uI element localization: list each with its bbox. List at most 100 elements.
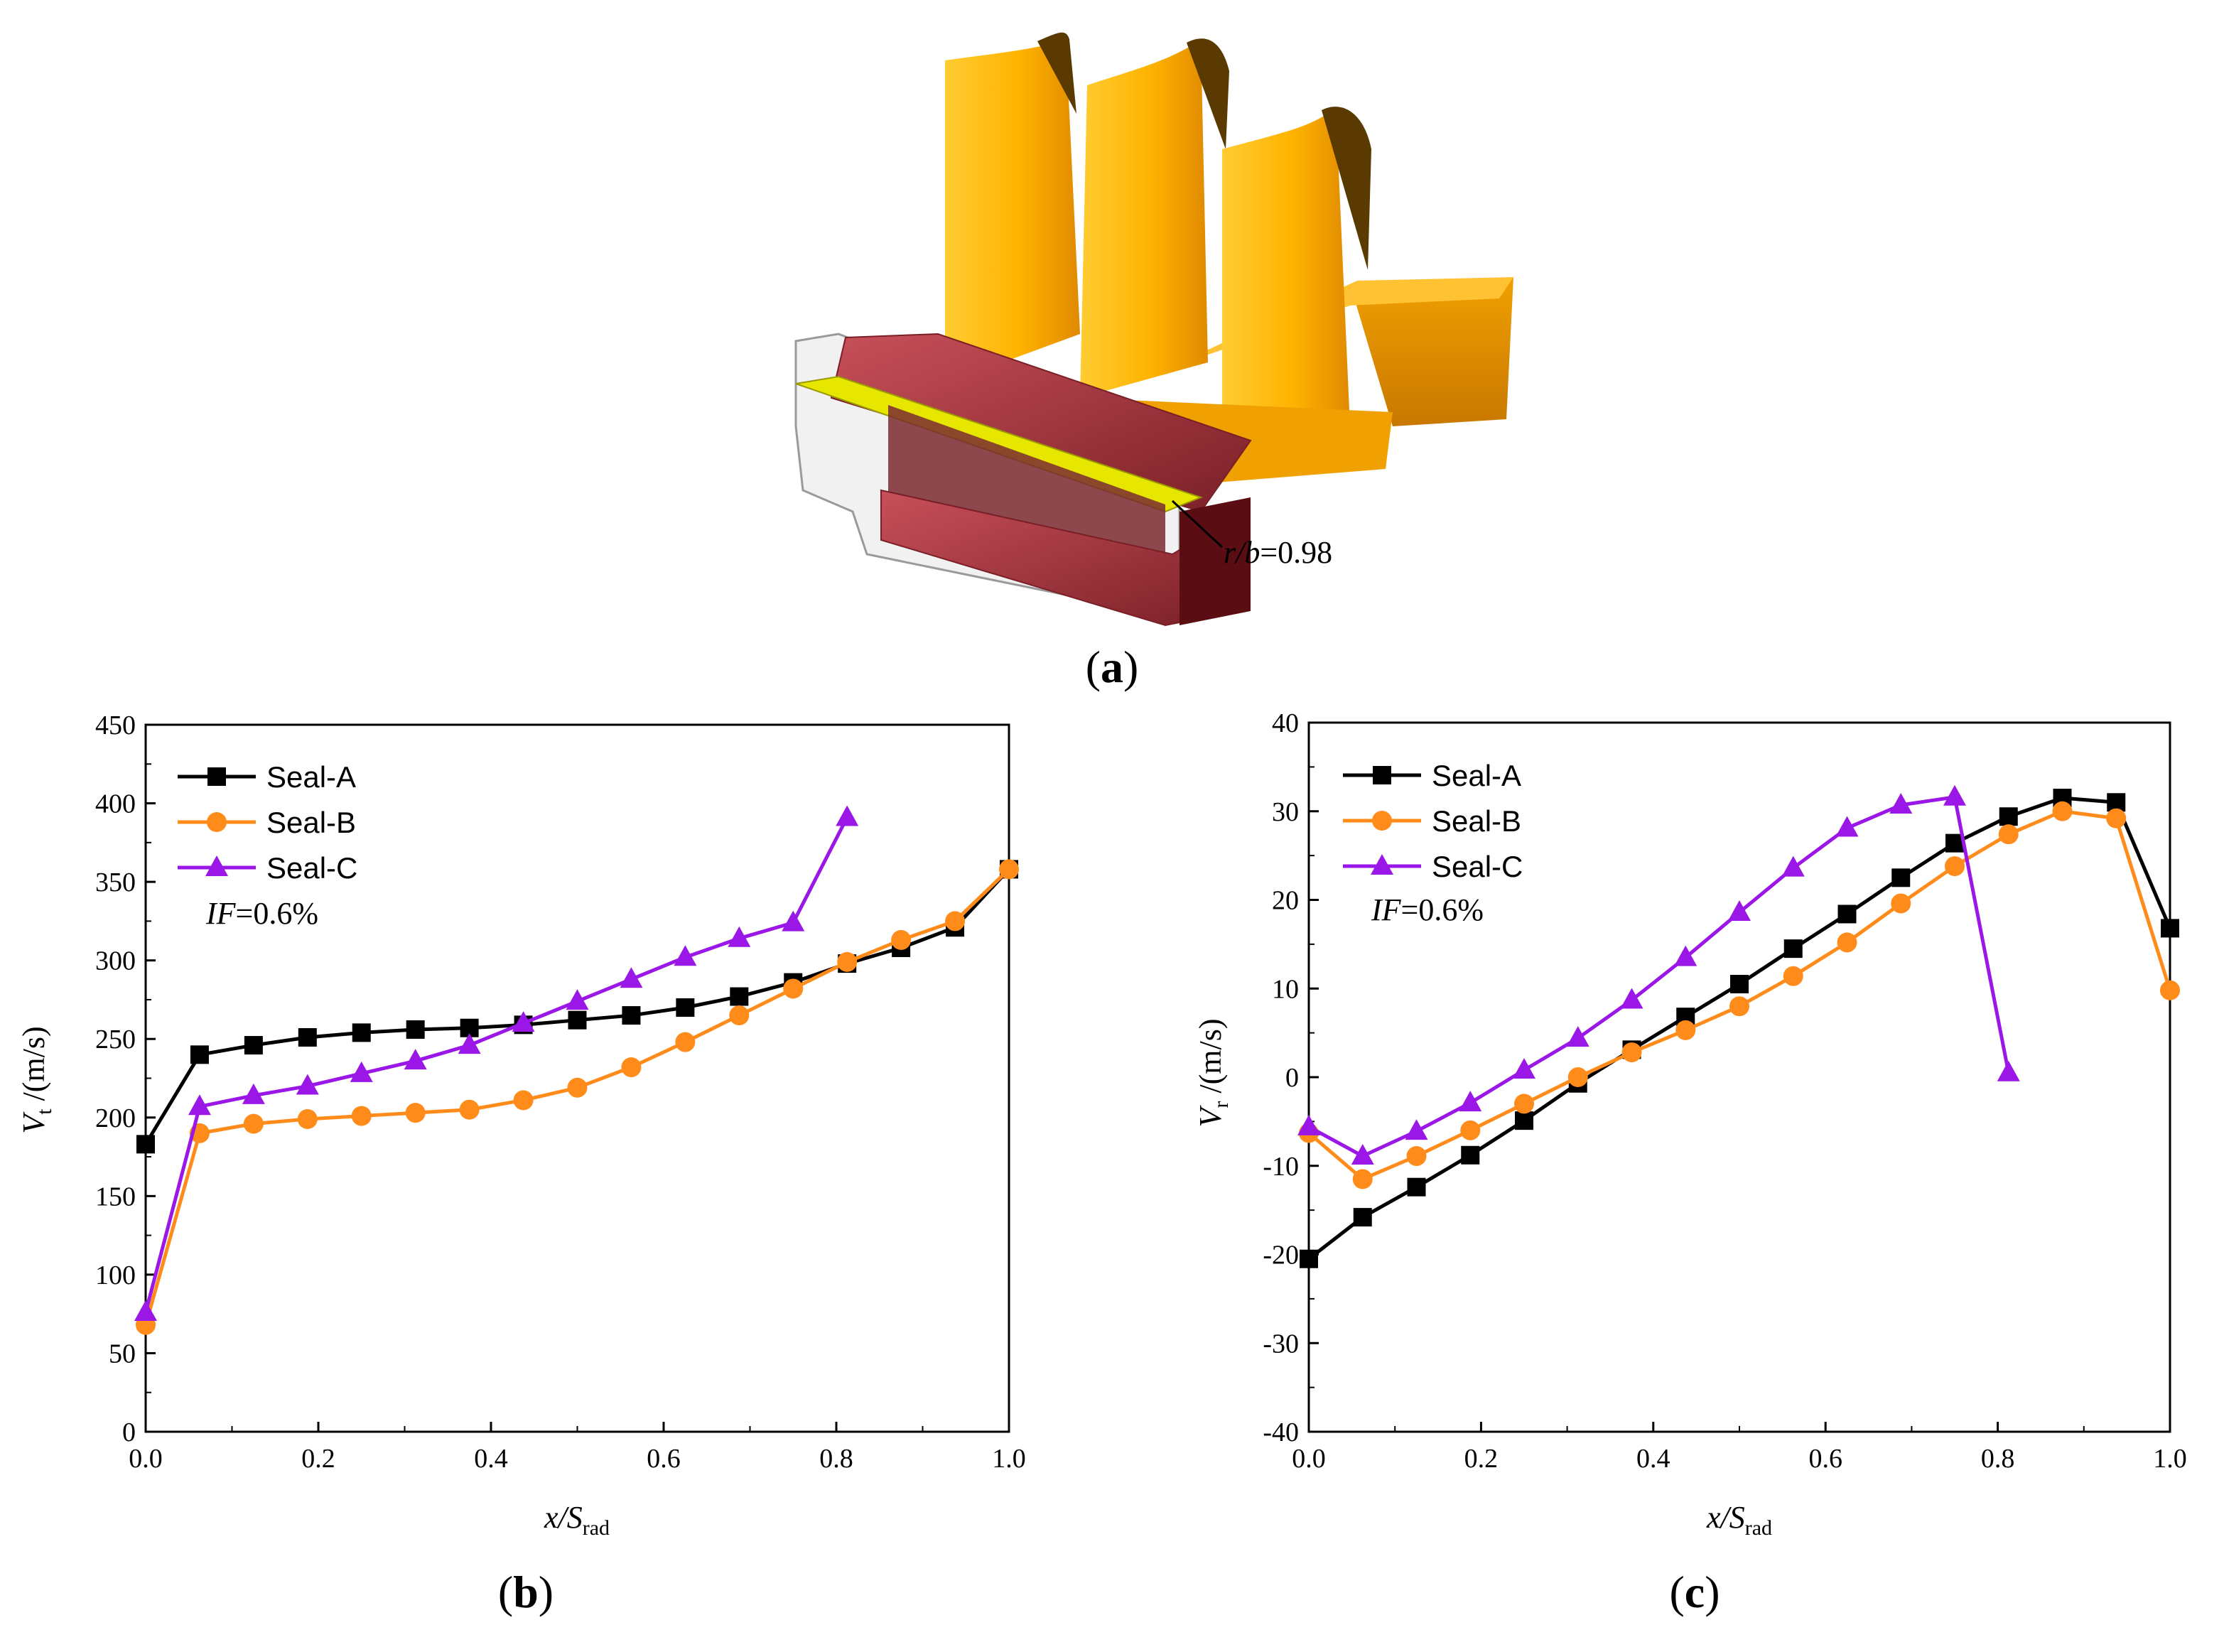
- data-point-seal-c: [1620, 988, 1643, 1009]
- data-point-seal-c: [1728, 900, 1751, 921]
- legend-marker-seal-a: [1373, 766, 1391, 784]
- panel-a-label: (a): [1086, 642, 1139, 692]
- legend-marker-seal-c: [205, 855, 228, 876]
- annotation-leader: [1171, 500, 1224, 549]
- chart-b-ylabel: Vt /(m/s): [16, 1026, 56, 1133]
- blade-3-edge: [1322, 107, 1371, 270]
- data-point-seal-b: [1998, 824, 2019, 845]
- data-point-seal-b: [891, 929, 912, 950]
- data-point-seal-a: [1461, 1145, 1480, 1165]
- seal-cavity-dark: [888, 405, 1165, 561]
- data-point-seal-b: [1837, 932, 1857, 953]
- annotation-r-b: r/b=0.98: [1224, 535, 1332, 570]
- series-line-seal-c: [144, 816, 849, 1313]
- panel-b-label: (b): [498, 1567, 554, 1617]
- data-point-seal-b: [297, 1108, 318, 1129]
- y-tick-label: 40: [1272, 708, 1299, 738]
- legend-marker-seal-a: [207, 767, 226, 786]
- data-point-seal-b: [2160, 980, 2180, 1000]
- x-tick-label: 0.6: [1808, 1444, 1842, 1474]
- x-tick-label: 0.0: [1292, 1444, 1326, 1474]
- x-tick-label: 0.6: [647, 1444, 681, 1474]
- x-tick-label: 0.4: [474, 1444, 508, 1474]
- data-point-seal-c: [1459, 1091, 1482, 1112]
- blade-1-edge: [1037, 32, 1076, 114]
- y-tick-label: 150: [95, 1182, 136, 1211]
- data-point-seal-b: [1514, 1094, 1534, 1114]
- y-tick-label: -40: [1263, 1418, 1299, 1447]
- data-point-seal-b: [1621, 1042, 1642, 1063]
- chart-c-xlabel: x/Srad: [1706, 1500, 1772, 1540]
- series-line-seal-c: [1307, 795, 2011, 1158]
- data-point-seal-c: [674, 945, 697, 966]
- data-point-seal-a: [1783, 939, 1803, 959]
- blade-2: [1080, 39, 1208, 398]
- data-point-seal-b: [621, 1057, 642, 1078]
- data-point-seal-c: [1781, 855, 1805, 877]
- y-tick-label: 0: [1285, 1063, 1299, 1093]
- legend-marker-seal-b: [1372, 811, 1392, 831]
- chart-c-if-annotation: IF=0.6%: [1371, 892, 1484, 927]
- data-point-seal-b: [513, 1090, 534, 1111]
- y-tick-label: 300: [95, 946, 136, 976]
- y-tick-label: 350: [95, 868, 136, 897]
- data-point-seal-c: [1297, 1114, 1320, 1135]
- data-point-seal-a: [2161, 919, 2179, 938]
- data-point-seal-c: [1351, 1144, 1374, 1165]
- legend-marker-seal-c: [1371, 854, 1393, 875]
- data-point-seal-a: [244, 1036, 263, 1055]
- x-tick-label: 0.8: [819, 1444, 853, 1474]
- y-tick-label: 100: [95, 1260, 136, 1290]
- data-point-seal-c: [782, 910, 805, 932]
- data-point-seal-c: [188, 1094, 211, 1116]
- data-point-seal-c: [458, 1033, 481, 1054]
- data-point-seal-b: [945, 911, 966, 932]
- chart-b: 0 50 100 150 200 250 300 350 400 450 0.0 0.2 0.4 0.6…: [16, 711, 1026, 1617]
- data-point-seal-c: [1889, 793, 1913, 814]
- x-tick-label: 0.0: [129, 1444, 163, 1474]
- data-point-seal-b: [1567, 1067, 1588, 1087]
- chart-c: -40 -30 -20 -10 0 10 20 30 40 0.0 0.2 0.4 0.6 0.8 1.0…: [1193, 708, 2187, 1617]
- legend-label-seal-a: Seal-A: [1432, 759, 1521, 792]
- panel-a-illustration: r/b=0.98 (a): [794, 32, 1513, 692]
- y-tick-label: -20: [1263, 1241, 1299, 1270]
- x-tick-label: 0.8: [1981, 1444, 2015, 1474]
- data-point-seal-c: [566, 989, 589, 1010]
- data-point-seal-c: [1835, 816, 1859, 837]
- y-tick-label: 20: [1272, 886, 1299, 916]
- data-point-seal-b: [1729, 996, 1749, 1017]
- data-point-seal-b: [2052, 801, 2073, 821]
- data-point-seal-a: [1837, 905, 1857, 924]
- data-point-seal-a: [676, 998, 695, 1017]
- data-point-seal-c: [1566, 1026, 1589, 1047]
- data-point-seal-c: [1513, 1058, 1535, 1079]
- y-tick-label: -30: [1263, 1329, 1299, 1359]
- legend-label-seal-a: Seal-A: [266, 760, 356, 794]
- data-point-seal-b: [1460, 1120, 1481, 1140]
- data-point-seal-a: [406, 1020, 425, 1039]
- legend-marker-seal-b: [207, 812, 227, 832]
- data-point-seal-c: [836, 805, 859, 826]
- data-point-seal-b: [1675, 1020, 1696, 1040]
- data-point-seal-a: [298, 1028, 317, 1047]
- x-tick-label: 0.2: [1464, 1444, 1499, 1474]
- y-tick-label: 250: [95, 1025, 136, 1054]
- data-point-seal-a: [622, 1006, 641, 1025]
- data-point-seal-a: [136, 1135, 155, 1154]
- data-point-seal-b: [837, 951, 858, 972]
- legend-label-seal-b: Seal-B: [266, 806, 356, 839]
- data-point-seal-c: [350, 1061, 373, 1082]
- data-point-seal-c: [1997, 1060, 2020, 1081]
- legend-label-seal-c: Seal-C: [266, 851, 357, 885]
- data-point-seal-c: [1405, 1119, 1428, 1140]
- data-point-seal-a: [190, 1045, 209, 1064]
- data-point-seal-c: [620, 967, 643, 988]
- data-point-seal-b: [243, 1113, 264, 1134]
- y-tick-label: 50: [109, 1339, 136, 1368]
- data-point-seal-c: [296, 1074, 319, 1095]
- data-point-seal-b: [675, 1032, 696, 1052]
- data-point-seal-b: [729, 1005, 750, 1026]
- data-point-seal-a: [1891, 868, 1911, 887]
- y-tick-label: 30: [1272, 797, 1299, 827]
